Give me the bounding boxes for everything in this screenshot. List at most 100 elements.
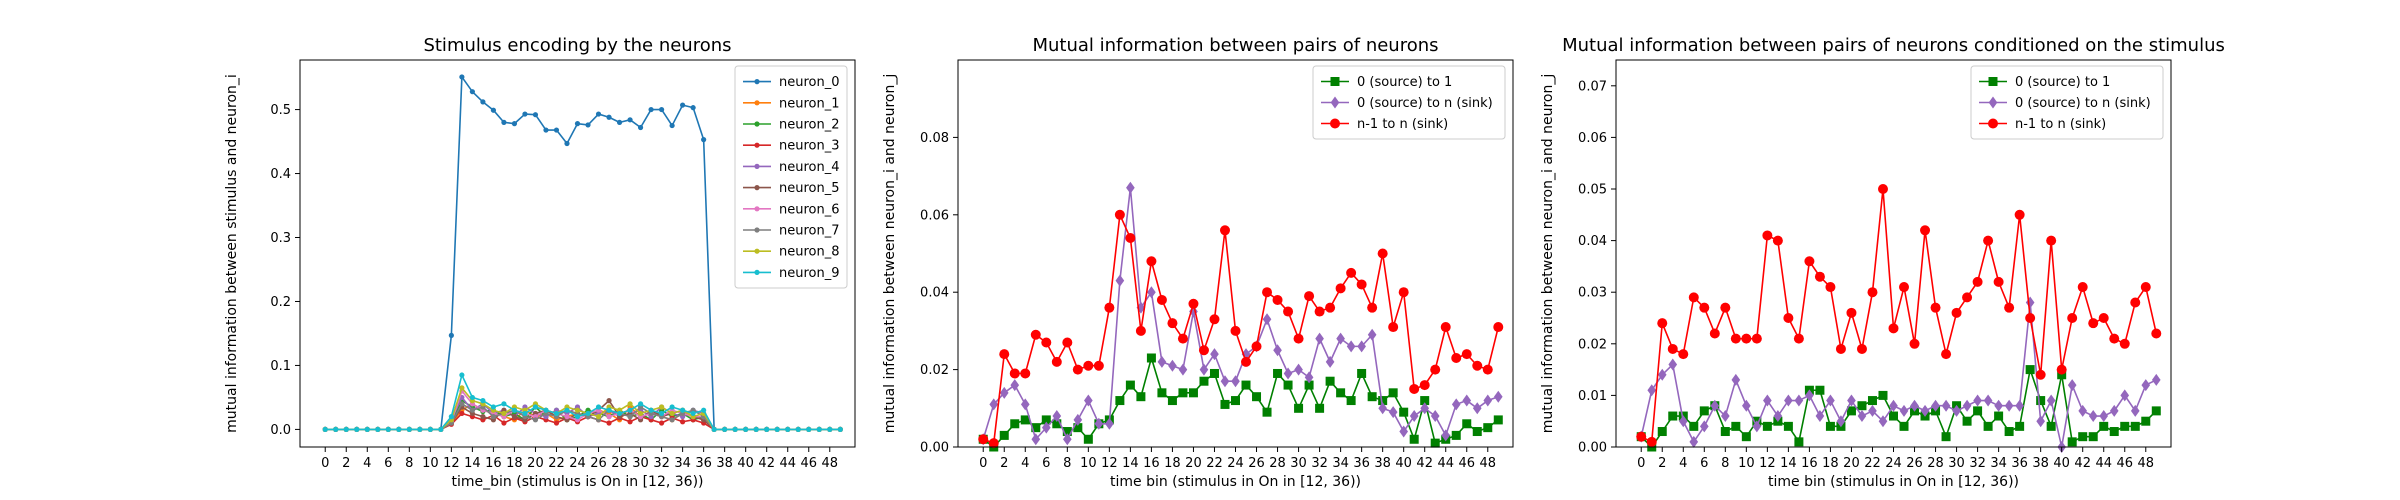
data-point [999,349,1010,360]
legend-entry: neuron_7 [743,224,840,239]
data-point [322,426,328,433]
data-point [1115,274,1125,287]
data-point [1899,282,1910,293]
data-point [1157,388,1167,398]
x-tick-label: 28 [1927,456,1944,471]
data-point [2025,365,2035,375]
data-point [627,419,633,425]
legend-swatch-marker [754,206,760,212]
data-point [1388,388,1398,398]
data-point [1493,415,1503,425]
data-point [1083,434,1093,444]
y-axis-label: mutual information between neuron_i and … [882,74,898,434]
data-point [1146,256,1157,267]
data-point [1451,430,1461,440]
data-point [532,404,539,410]
data-point [1741,432,1751,442]
data-point [490,404,497,410]
data-point [406,426,412,433]
x-tick-label: 44 [779,456,796,471]
data-point [2077,282,2088,293]
data-point [1983,421,1993,431]
data-point [1826,394,1835,407]
data-point [1657,427,1667,437]
x-tick-label: 18 [506,456,523,471]
x-tick-label: 28 [611,456,628,471]
data-point [1783,421,1793,431]
x-tick-label: 16 [1801,456,1818,471]
data-point [2067,379,2077,392]
data-point [522,410,528,417]
x-tick-label: 36 [2011,456,2028,471]
data-point [1219,225,1230,236]
data-point [2015,421,2025,431]
x-tick-label: 20 [1185,456,1202,471]
data-point [2140,282,2151,293]
data-point [2141,416,2151,426]
data-point [1804,256,1815,267]
x-tick-label: 22 [1864,456,1881,471]
data-point [1647,384,1657,397]
data-point [1367,328,1377,341]
data-point [1388,322,1399,333]
x-tick-label: 0 [321,456,329,471]
x-tick-label: 6 [1700,456,1708,471]
data-point [1472,427,1482,437]
x-tick-label: 28 [1269,456,1286,471]
data-point [1104,302,1115,313]
data-point [1472,360,1483,371]
data-point [1188,388,1198,398]
data-point [2130,297,2141,308]
x-axis-label: time_bin (stimulus is On in [12, 36)) [452,474,704,490]
y-tick-label: 0.02 [1578,337,1607,352]
data-point [1931,399,1940,412]
data-point [1910,399,1919,412]
data-point [1941,399,1951,412]
data-point [574,407,581,413]
data-point [532,112,539,118]
data-point [669,410,675,417]
data-point [1772,235,1783,246]
legend-entry: neuron_1 [743,96,840,111]
data-point [1199,376,1209,386]
x-tick-label: 4 [1021,456,1029,471]
data-point [501,420,507,426]
legend-entry: 0 (source) to 1 [1979,75,2110,90]
data-point [999,386,1009,399]
data-point [827,426,833,433]
data-point [1073,413,1083,426]
data-point [1836,415,1846,428]
legend-entry: neuron_5 [743,181,840,196]
x-tick-label: 34 [1990,456,2007,471]
x-tick-label: 46 [800,456,817,471]
x-tick-label: 30 [1290,456,1307,471]
legend-swatch-marker [1988,96,1998,109]
data-point [1367,302,1378,313]
data-point [448,332,454,338]
data-point [1125,233,1136,244]
legend-swatch-marker [1330,77,1340,86]
data-point [1794,394,1804,407]
data-point [1419,380,1430,391]
data-point [2151,328,2162,339]
data-point [1420,396,1430,406]
data-point [1483,394,1493,407]
data-point [2036,415,2045,428]
chart-title: Mutual information between pairs of neur… [1032,35,1438,56]
data-point [637,401,644,407]
data-point [1409,383,1420,394]
legend-entry: n-1 to n (sink) [1979,117,2106,132]
x-tick-label: 34 [1332,456,1349,471]
data-point [1220,375,1230,388]
data-point [988,438,999,449]
data-point [1657,318,1668,329]
legend-label: neuron_3 [779,139,840,154]
data-point [701,137,707,143]
data-point [1462,419,1472,429]
data-point [2036,396,2046,406]
data-point [1688,292,1699,303]
legend-entry: neuron_8 [743,245,840,260]
legend-entry: neuron_6 [743,202,840,217]
data-point [480,414,486,420]
data-point [1899,404,1909,417]
